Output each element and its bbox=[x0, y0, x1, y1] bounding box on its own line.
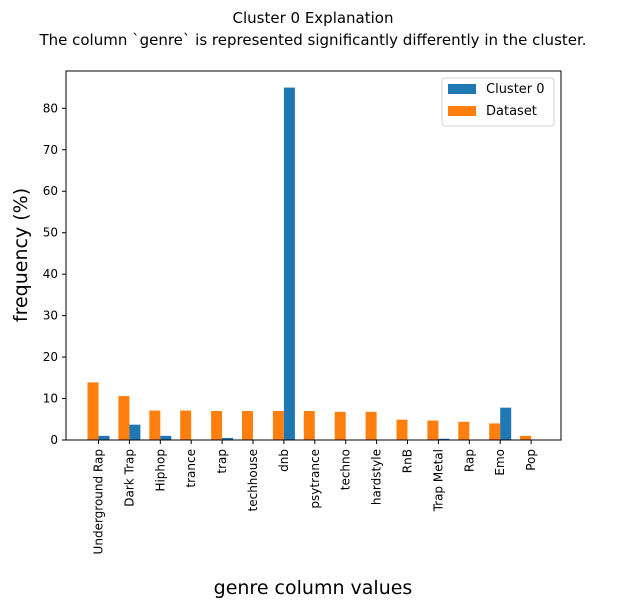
x-axis-label: genre column values bbox=[214, 577, 413, 599]
bar-dataset-13 bbox=[489, 423, 501, 440]
x-tick-label-0: Underground Rap bbox=[92, 449, 106, 554]
x-tick-label-8: techno bbox=[339, 449, 353, 490]
bar-dataset-8 bbox=[334, 411, 346, 440]
y-tick-label-5: 50 bbox=[43, 226, 58, 240]
x-tick-label-9: hardstyle bbox=[370, 449, 384, 505]
x-tick-label-12: Rap bbox=[462, 449, 476, 472]
bar-dataset-12 bbox=[458, 421, 470, 440]
y-tick-label-7: 70 bbox=[43, 143, 58, 157]
x-tick-label-5: techhouse bbox=[246, 449, 260, 511]
x-tick-label-1: Dark Trap bbox=[122, 449, 136, 507]
x-tick-label-4: trap bbox=[215, 449, 229, 474]
bar-dataset-7 bbox=[303, 410, 315, 440]
y-axis-label: frequency (%) bbox=[10, 188, 32, 322]
y-tick-label-1: 10 bbox=[43, 392, 58, 406]
bars-group bbox=[87, 87, 532, 441]
bar-dataset-4 bbox=[211, 410, 223, 440]
y-tick-label-2: 20 bbox=[43, 350, 58, 364]
bar-dataset-5 bbox=[242, 410, 253, 440]
x-axis: Underground Rap Dark Trap Hiphop trance trap… bbox=[92, 440, 538, 554]
bar-cluster-1 bbox=[129, 424, 141, 440]
y-tick-label-0: 0 bbox=[50, 433, 58, 447]
bar-dataset-6 bbox=[272, 410, 284, 440]
x-tick-label-11: Trap Metal bbox=[431, 449, 445, 512]
bar-cluster-13 bbox=[500, 407, 512, 440]
legend-swatch-dataset bbox=[448, 106, 476, 116]
bar-dataset-0 bbox=[87, 382, 99, 440]
y-tick-label-4: 40 bbox=[43, 267, 58, 281]
chart-subtitle: The column `genre` is represented signif… bbox=[38, 31, 586, 49]
y-tick-label-6: 60 bbox=[43, 184, 58, 198]
bar-dataset-1 bbox=[118, 396, 130, 440]
x-tick-label-3: trance bbox=[184, 449, 198, 488]
legend-swatch-cluster bbox=[448, 84, 476, 94]
x-tick-label-13: Emo bbox=[493, 449, 507, 476]
bar-dataset-14 bbox=[520, 435, 532, 440]
bar-cluster-4 bbox=[222, 437, 234, 440]
plot-frame bbox=[65, 70, 562, 441]
legend-label-dataset: Dataset bbox=[486, 104, 537, 119]
x-tick-label-10: RnB bbox=[401, 449, 415, 473]
bar-dataset-3 bbox=[180, 410, 192, 440]
y-axis: 0 10 20 30 40 50 60 70 80 bbox=[43, 101, 66, 447]
x-tick-label-2: Hiphop bbox=[153, 449, 167, 492]
bar-dataset-10 bbox=[396, 419, 408, 440]
legend: Cluster 0 Dataset bbox=[441, 77, 555, 127]
bar-dataset-2 bbox=[149, 410, 161, 440]
y-tick-label-3: 30 bbox=[43, 309, 58, 323]
chart-title: Cluster 0 Explanation bbox=[233, 9, 394, 27]
y-tick-label-8: 80 bbox=[43, 101, 58, 115]
x-tick-label-6: dnb bbox=[277, 449, 291, 472]
bar-cluster-2 bbox=[160, 435, 172, 440]
bar-cluster-0 bbox=[98, 435, 110, 440]
bar-cluster-11 bbox=[438, 438, 450, 440]
bar-dataset-9 bbox=[365, 411, 377, 440]
legend-label-cluster: Cluster 0 bbox=[486, 82, 545, 97]
x-tick-label-7: psytrance bbox=[308, 449, 322, 509]
x-tick-label-14: Pop bbox=[524, 449, 538, 471]
bar-dataset-11 bbox=[427, 420, 439, 440]
bar-cluster-6 bbox=[283, 87, 295, 441]
